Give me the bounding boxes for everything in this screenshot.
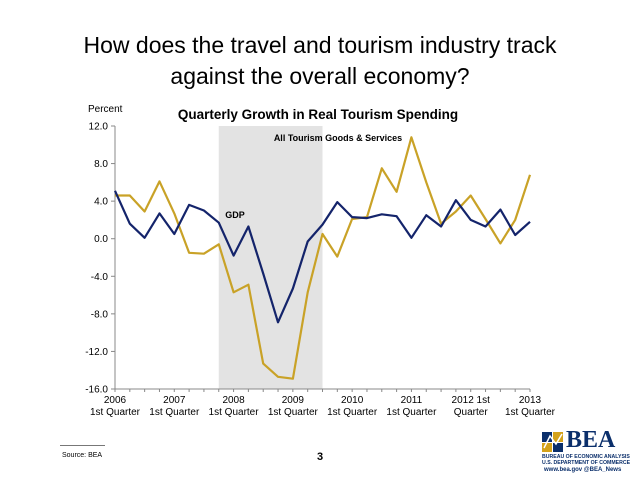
x-tick-label: 2011 [401, 395, 423, 406]
page-number: 3 [316, 451, 324, 463]
y-tick-label: 4.0 [94, 197, 108, 208]
x-tick-label-sub: 1st Quarter [268, 407, 319, 418]
bea-logo: BEA BUREAU OF ECONOMIC ANALYSIS U.S. DEP… [538, 427, 638, 478]
annotation-tourism: All Tourism Goods & Services [274, 133, 402, 143]
x-tick-label: 2012 1st [452, 395, 491, 406]
slide-title-line2: against the overall economy? [170, 63, 470, 89]
y-tick-label: -8.0 [91, 309, 109, 320]
x-tick-label: 2007 [163, 395, 186, 406]
x-tick-label-sub: 1st Quarter [386, 407, 437, 418]
source-note: Source: BEA [62, 452, 103, 459]
x-tick-label-sub: 1st Quarter [505, 407, 556, 418]
slide-title-line1: How does the travel and tourism industry… [83, 32, 557, 58]
x-tick-label: 2009 [282, 395, 305, 406]
y-tick-label: 8.0 [94, 159, 108, 170]
footer-rule [60, 445, 105, 446]
logo-agency-name: BUREAU OF ECONOMIC ANALYSIS [542, 454, 630, 460]
logo-web-links: www.bea.gov @BEA_News [544, 467, 622, 473]
x-tick-label-sub: 1st Quarter [90, 407, 141, 418]
x-tick-label-sub: 1st Quarter [149, 407, 200, 418]
x-tick-label: 2013 [519, 395, 542, 406]
bea-eagle-icon [542, 432, 563, 452]
x-tick-label-sub: 1st Quarter [327, 407, 378, 418]
y-tick-label: -12.0 [85, 347, 108, 358]
x-tick-label: 2010 [341, 395, 364, 406]
tourism-growth-chart: Quarterly Growth in Real Tourism Spendin… [85, 104, 555, 419]
series-line-1 [113, 190, 531, 324]
logo-word: BEA [566, 427, 616, 453]
x-tick-label-sub: 1st Quarter [209, 407, 260, 418]
y-tick-label: 12.0 [89, 122, 109, 133]
y-tick-label: -16.0 [85, 385, 108, 396]
recession-shading [218, 126, 323, 389]
x-tick-label: 2006 [104, 395, 127, 406]
y-tick-label: 0.0 [94, 234, 108, 245]
y-tick-label: -4.0 [91, 272, 109, 283]
slide-title: How does the travel and tourism industry… [0, 30, 640, 92]
annotation-gdp: GDP [225, 210, 245, 220]
chart-title: Quarterly Growth in Real Tourism Spendin… [178, 107, 458, 122]
logo-department: U.S. DEPARTMENT OF COMMERCE [542, 460, 631, 466]
x-tick-label: 2008 [222, 395, 245, 406]
y-axis-label: Percent [88, 104, 123, 115]
x-tick-label-sub: Quarter [454, 407, 489, 418]
